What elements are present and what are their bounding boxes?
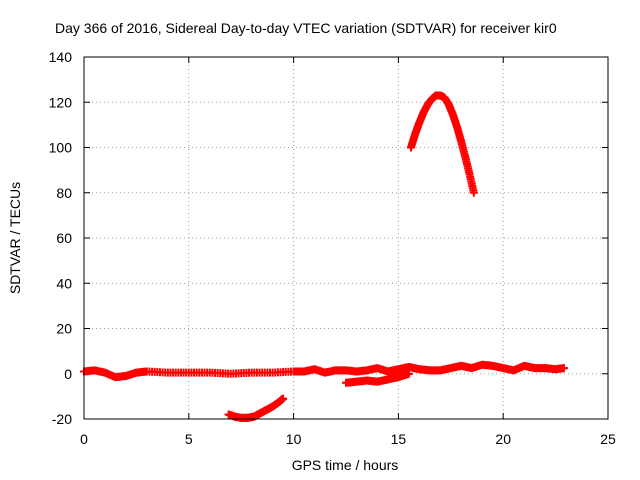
x-tick-label: 5 [185,431,193,447]
y-tick-label: -20 [52,411,72,427]
data-point [559,364,568,373]
plot-frame [83,56,609,420]
y-tick-label: 120 [49,94,73,110]
data-point [279,394,288,403]
y-tick-label: 100 [49,140,73,156]
x-axis-label: GPS time / hours [292,457,399,473]
series-peak-arc [406,91,478,197]
y-tick-labels: -20 0 20 40 60 80 100 120 140 [49,49,73,427]
data-point [469,188,478,197]
y-tick-label: 0 [64,366,72,382]
y-axis-label: SDTVAR / TECUs [7,182,23,294]
y-tick-label: 60 [56,230,72,246]
grid [84,57,608,419]
y-tick-label: 140 [49,49,73,65]
x-tick-labels: 0 5 10 15 20 25 [80,431,616,447]
x-tick-label: 10 [286,431,302,447]
series-dip-arc [224,394,288,422]
series-baseline [80,360,568,382]
data-points [80,91,568,422]
y-tick-label: 80 [56,185,72,201]
x-tick-label: 20 [495,431,511,447]
series-lower-segment [342,369,413,387]
y-tick-label: 20 [56,321,72,337]
chart-title: Day 366 of 2016, Sidereal Day-to-day VTE… [55,20,557,36]
y-tick-label: 40 [56,275,72,291]
data-point [404,369,413,378]
x-tick-label: 25 [600,431,616,447]
x-tick-label: 0 [80,431,88,447]
x-tick-label: 15 [391,431,407,447]
